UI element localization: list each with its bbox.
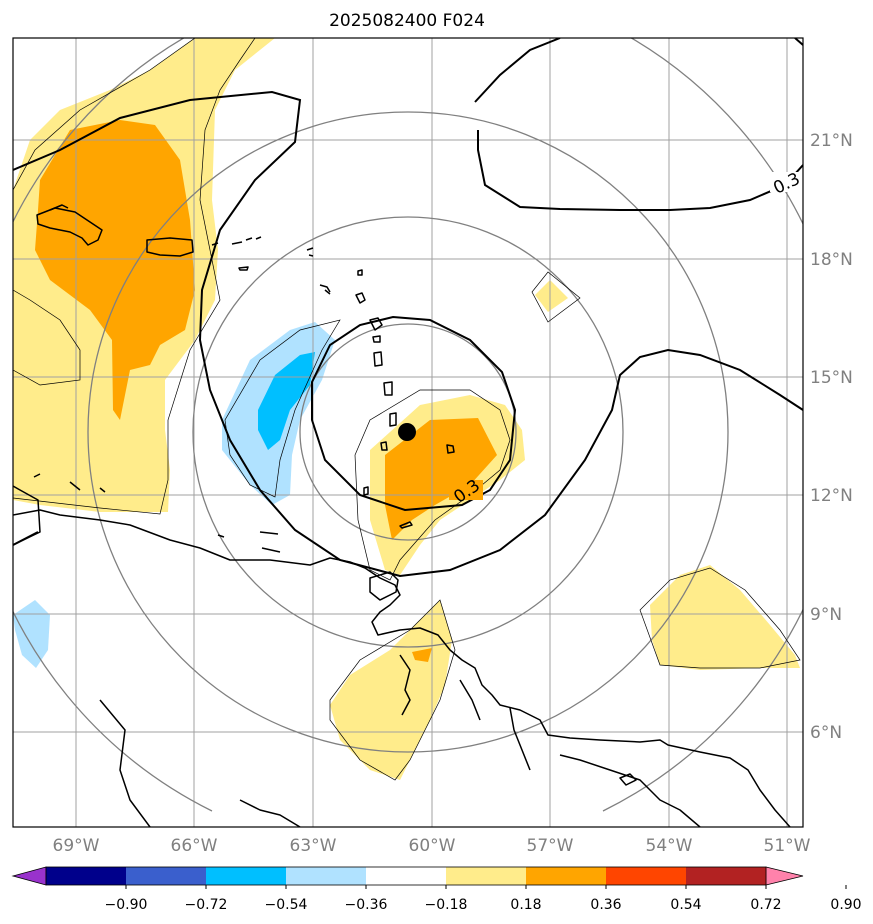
map-frame — [12, 37, 804, 828]
thin-contour-ne — [531, 271, 581, 323]
montserrat-island — [319, 284, 331, 295]
colorbar-tick-label: 0.54 — [670, 897, 701, 913]
shading-west-lightblue — [13, 600, 50, 668]
colorbar-segment — [46, 867, 127, 885]
shading-northeast-yellow — [535, 280, 568, 312]
grenada-island — [363, 486, 369, 496]
thick-contours — [13, 38, 803, 578]
puerto-rico-coast — [146, 237, 194, 257]
thin-contour-south — [329, 599, 456, 781]
contour-label-bg-1 — [449, 480, 483, 500]
st-vincent-island — [389, 412, 397, 427]
shading-west-orange — [35, 120, 195, 420]
colorbar-segment — [206, 867, 287, 885]
trinidad-island — [369, 571, 399, 601]
colorbar-segment — [526, 867, 607, 885]
colorbar-tick-label: 0.90 — [830, 897, 861, 913]
interior-coast-south — [99, 699, 701, 827]
lat-label-21n: 21°N — [810, 131, 853, 151]
colorbar-tick-label: 0.18 — [510, 897, 541, 913]
shading-south-orange — [412, 648, 432, 662]
colorbar: −0.90 −0.72 −0.54 −0.36 −0.18 0.18 0.36 0.54 0.7… — [11, 866, 862, 913]
coastlines — [13, 204, 791, 827]
thin-contour-east — [639, 567, 801, 669]
contour-southwest — [13, 531, 39, 546]
storm-center-marker — [398, 423, 416, 441]
river-lines — [399, 654, 411, 716]
lat-label-15n: 15°N — [810, 368, 853, 388]
map-area: 0.3 0.3 — [13, 38, 803, 827]
longitude-labels: 69°W 66°W 63°W 60°W 57°W 54°W 51°W — [53, 836, 811, 856]
martinique-island — [373, 351, 383, 367]
lon-label-57w: 57°W — [527, 836, 574, 856]
latitude-labels: 21°N 18°N 15°N 12°N 9°N 6°N — [810, 131, 853, 743]
lat-label-9n: 9°N — [810, 605, 842, 625]
range-rings — [13, 38, 803, 812]
lon-label-69w: 69°W — [53, 836, 100, 856]
thin-contour-center — [224, 319, 341, 498]
lat-label-12n: 12°N — [810, 486, 853, 506]
range-ring-6deg — [87, 111, 729, 753]
colorbar-segment — [446, 867, 527, 885]
colorbar-segment — [686, 867, 767, 885]
thin-contour-ring — [354, 389, 511, 581]
contour-label-bg-2 — [770, 172, 802, 192]
small-islands-south — [33, 473, 281, 553]
colorbar-tick-label: 0.36 — [590, 897, 621, 913]
colorbar-tick-label: −0.18 — [425, 897, 468, 913]
anguilla-island — [306, 247, 314, 257]
guadeloupe-island — [355, 292, 366, 304]
venezuela-coast — [13, 509, 791, 827]
contour-northwest — [13, 90, 803, 578]
shading-west-edge-yellow — [13, 375, 80, 470]
lon-label-60w: 60°W — [409, 836, 456, 856]
lon-label-51w: 51°W — [764, 836, 811, 856]
colorbar-segment — [366, 867, 447, 885]
shading-south-yellow — [330, 600, 452, 780]
colorbar-tick-label: −0.54 — [265, 897, 308, 913]
colorbar-extend-high — [765, 866, 804, 886]
lon-label-66w: 66°W — [171, 836, 218, 856]
colorbar-segment — [606, 867, 687, 885]
colorbar-frame — [45, 866, 767, 886]
range-ring-2deg — [299, 323, 517, 541]
barbados-island — [446, 444, 455, 454]
range-ring-4deg — [192, 216, 624, 648]
colorbar-tick-label: −0.72 — [185, 897, 228, 913]
st-kitts-island — [238, 266, 249, 271]
lat-label-6n: 6°N — [810, 723, 842, 743]
lat-label-18n: 18°N — [810, 250, 853, 270]
colorbar-segment — [126, 867, 207, 885]
grenadines-islands — [380, 441, 388, 451]
antigua-island — [357, 269, 363, 276]
colorbar-extend-low — [11, 866, 47, 886]
hispaniola-coast — [36, 207, 103, 246]
colorbar-segment — [286, 867, 367, 885]
lon-label-54w: 54°W — [646, 836, 693, 856]
guyana-river — [459, 679, 531, 771]
tobago-island — [399, 521, 413, 529]
contour-northeast — [474, 38, 803, 211]
lon-label-63w: 63°W — [290, 836, 337, 856]
contour-inner — [311, 315, 517, 512]
hispaniola-north-coast — [49, 204, 69, 211]
suriname-lakes — [619, 773, 637, 786]
colorbar-tick-label: 0.72 — [750, 897, 781, 913]
thin-contour-northwest — [13, 289, 81, 386]
map-title: 2025082400 F024 — [329, 11, 485, 31]
shading-east-yellow — [650, 565, 800, 670]
dominica-island — [369, 317, 383, 343]
colorbar-tick-label: −0.36 — [345, 897, 388, 913]
st-lucia-island — [383, 381, 393, 396]
shaded-fields — [13, 38, 800, 780]
colorbar-tick-label: −0.90 — [105, 897, 148, 913]
